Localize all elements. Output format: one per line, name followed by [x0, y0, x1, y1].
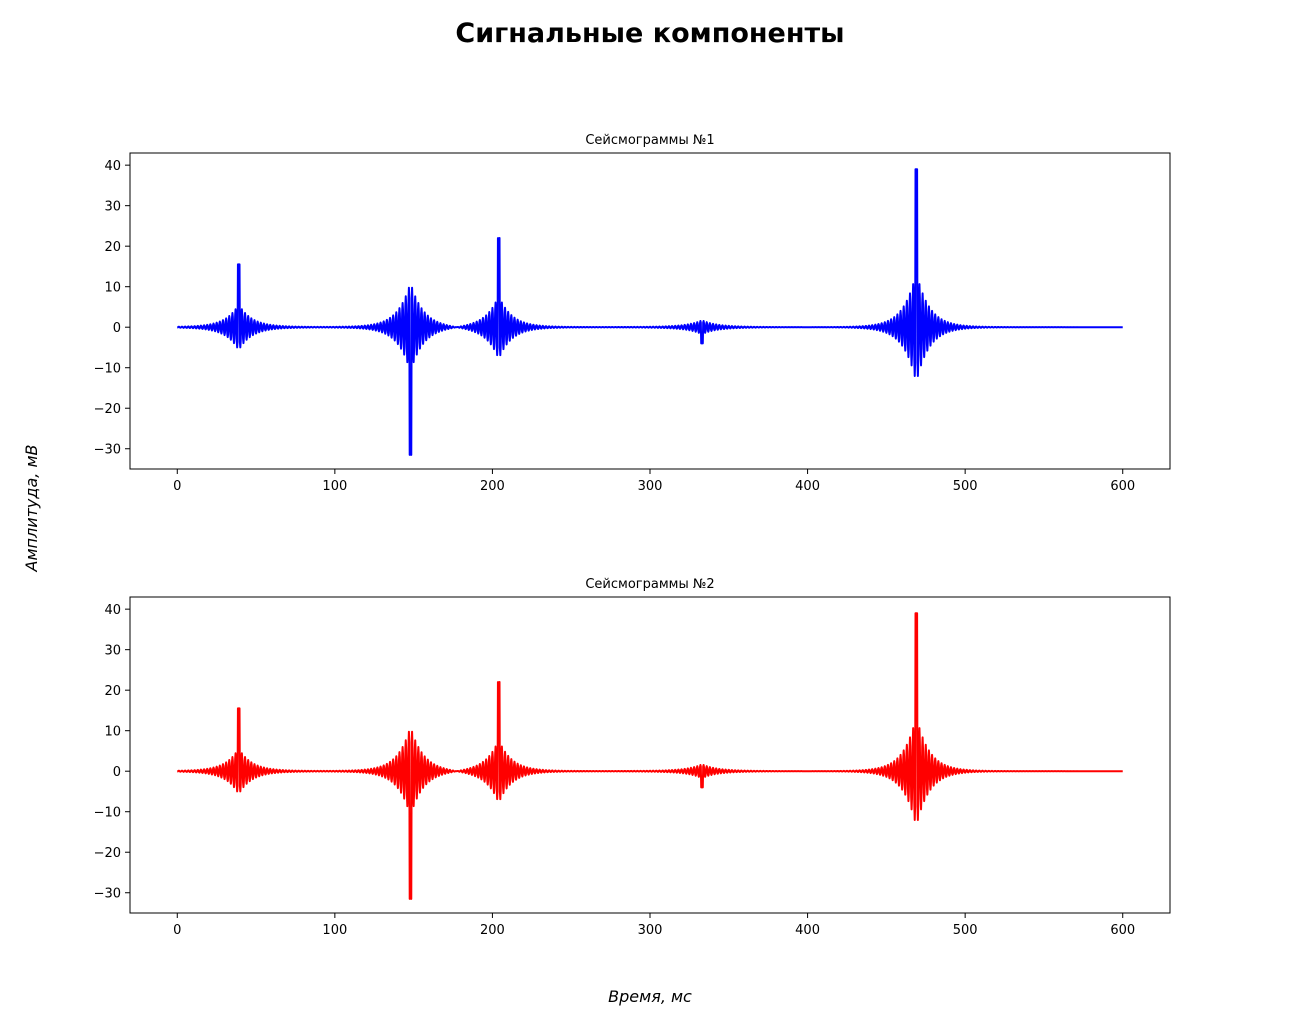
y-tick-label: 20 — [104, 240, 121, 255]
y-tick-label: 10 — [104, 725, 121, 740]
y-tick-label: 0 — [113, 765, 121, 780]
series-line-1 — [176, 168, 1124, 456]
x-tick-label: 500 — [953, 923, 978, 938]
x-tick-label: 100 — [322, 479, 347, 494]
x-tick-label: 400 — [795, 923, 820, 938]
y-tick-label: −10 — [94, 362, 121, 377]
y-tick-label: 20 — [104, 684, 121, 699]
y-tick-label: 40 — [104, 159, 121, 174]
y-tick-label: −30 — [94, 443, 121, 458]
y-tick-label: 40 — [104, 603, 121, 618]
subplot-1-title: Сейсмограммы №1 — [585, 133, 714, 148]
x-tick-label: 200 — [480, 923, 505, 938]
series-line-2 — [176, 612, 1124, 900]
axes-frame — [129, 596, 1171, 914]
x-tick-label: 0 — [173, 479, 181, 494]
y-tick-label: 0 — [113, 321, 121, 336]
y-tick-label: −10 — [94, 806, 121, 821]
x-tick-label: 600 — [1110, 923, 1135, 938]
x-tick-label: 200 — [480, 479, 505, 494]
subplot-1: Сейсмограммы №1 0 100 200 300 400 500 600−30−2… — [94, 133, 1171, 494]
x-axis-label: Время, мс — [608, 987, 692, 1006]
figure-title: Сигнальные компоненты — [455, 18, 844, 49]
x-tick-label: 300 — [638, 923, 663, 938]
x-tick-label: 0 — [173, 923, 181, 938]
y-tick-label: −20 — [94, 846, 121, 861]
x-tick-label: 600 — [1110, 479, 1135, 494]
axes-frame — [129, 152, 1171, 470]
y-tick-label: −20 — [94, 402, 121, 417]
subplot-2: Сейсмограммы №2 0 100 200 300 400 500 600−30−2… — [94, 577, 1171, 938]
y-tick-label: −30 — [94, 887, 121, 902]
x-tick-label: 400 — [795, 479, 820, 494]
y-axis-label: Амплитуда, мВ — [22, 445, 41, 573]
y-tick-label: 30 — [104, 644, 121, 659]
y-tick-label: 10 — [104, 281, 121, 296]
x-tick-label: 100 — [322, 923, 347, 938]
x-tick-label: 500 — [953, 479, 978, 494]
subplot-2-title: Сейсмограммы №2 — [585, 577, 714, 592]
y-tick-label: 30 — [104, 200, 121, 215]
x-tick-label: 300 — [638, 479, 663, 494]
